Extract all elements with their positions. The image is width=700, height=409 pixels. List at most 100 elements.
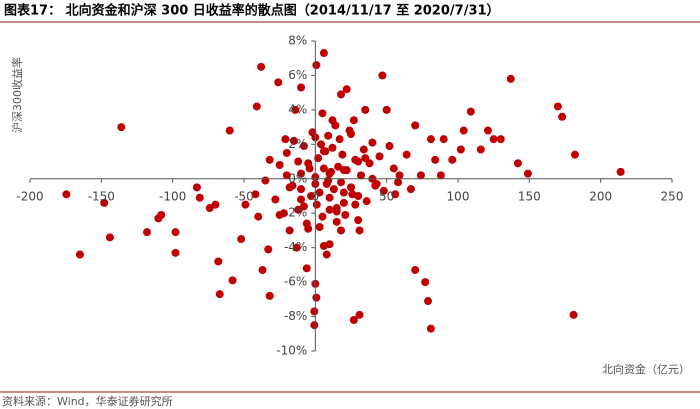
y-tick-label: 6% [288, 68, 307, 82]
point [225, 126, 234, 135]
points [62, 49, 625, 333]
point [406, 185, 415, 194]
y-tick-label: 2% [288, 137, 307, 151]
point [459, 126, 468, 135]
point [228, 276, 237, 285]
point [359, 145, 368, 154]
x-tick-label: 150 [518, 189, 541, 203]
point [257, 62, 266, 71]
point [385, 142, 394, 151]
point [411, 121, 420, 130]
x-tick-label: -200 [16, 189, 43, 203]
point [312, 293, 321, 302]
point [275, 161, 284, 169]
point [351, 200, 360, 209]
point [254, 212, 263, 221]
point [297, 195, 306, 204]
point [322, 250, 331, 259]
x-tick-label: -50 [234, 189, 254, 203]
point [319, 147, 328, 156]
point [319, 49, 328, 58]
chart-title: 图表17： 北向资金和沪深 300 日收益率的散点图（2014/11/17 至 … [4, 3, 500, 19]
point [274, 78, 283, 87]
point [310, 321, 319, 330]
x-tick-label: -100 [159, 189, 186, 203]
point [378, 71, 387, 80]
y-tick-label: 0% [288, 171, 307, 185]
x-tick-label: 100 [447, 189, 470, 203]
point [171, 248, 180, 257]
point [394, 178, 403, 187]
point [337, 226, 346, 235]
point [466, 107, 475, 116]
point [439, 135, 448, 144]
point [325, 193, 334, 202]
point [281, 135, 290, 144]
point [379, 186, 388, 195]
point [436, 171, 445, 180]
point [105, 233, 114, 242]
point [319, 164, 328, 173]
y-tick-label: -4% [284, 240, 307, 254]
point [237, 235, 246, 244]
point [558, 112, 567, 121]
point [354, 157, 363, 166]
point [307, 192, 316, 200]
y-tick-label: -6% [284, 275, 307, 289]
point [195, 193, 204, 202]
point [310, 307, 319, 316]
point [496, 135, 505, 144]
point [569, 310, 578, 319]
point [315, 188, 324, 197]
point [285, 226, 294, 235]
point [489, 135, 498, 144]
point [317, 140, 326, 149]
point [264, 245, 273, 254]
y-tick-label: 4% [288, 102, 307, 116]
point [324, 176, 333, 185]
point [258, 266, 267, 275]
point [354, 216, 363, 225]
point [294, 157, 303, 166]
point [324, 131, 333, 140]
point [318, 109, 327, 118]
point [616, 167, 625, 176]
point [476, 145, 485, 154]
point [416, 171, 425, 180]
point [251, 190, 260, 199]
point [371, 181, 380, 190]
point [337, 90, 346, 99]
point [62, 190, 71, 199]
point [395, 171, 404, 180]
y-tick-label: -8% [284, 309, 307, 323]
point [356, 171, 365, 180]
point [368, 138, 377, 147]
point [252, 102, 261, 111]
point [241, 200, 250, 209]
point [318, 212, 327, 221]
point [211, 200, 220, 209]
point [342, 85, 351, 94]
point [329, 185, 338, 194]
point [328, 143, 337, 152]
point [339, 166, 348, 175]
point [421, 278, 430, 287]
point [192, 183, 201, 192]
x-axis-label: 北向资金（亿元） [602, 362, 690, 376]
y-axis-label: 沪深300收益率 [10, 57, 24, 133]
point [299, 142, 308, 151]
x-tick-label: 200 [589, 189, 612, 203]
point [279, 209, 288, 218]
point [289, 136, 298, 145]
point [157, 210, 166, 219]
point [426, 324, 435, 333]
point [375, 152, 384, 161]
point [355, 226, 364, 235]
point [349, 116, 358, 125]
point [347, 183, 355, 192]
point [297, 185, 306, 194]
point [265, 155, 274, 164]
point [349, 316, 358, 324]
point [426, 135, 435, 144]
point [382, 105, 391, 114]
